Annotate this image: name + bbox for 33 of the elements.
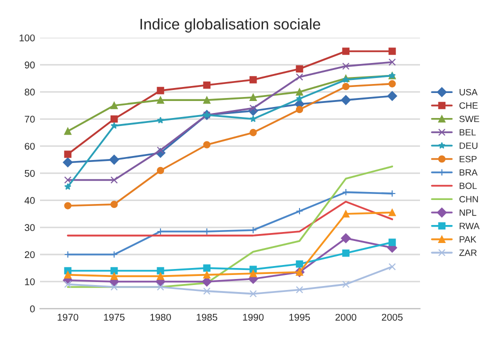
legend-label: BOL [460,182,477,190]
x-tick-label: 2005 [382,314,403,321]
x-tick-label: 2000 [336,314,356,321]
legend-label: ZAR [459,250,477,256]
y-tick-label: 30 [24,224,35,232]
legend-label: DEU [460,142,478,149]
chart-title: Indice globalisation sociale [140,18,320,33]
y-tick-label: 100 [20,34,35,42]
y-tick-label: 40 [24,197,35,204]
y-tick-label: 50 [24,170,35,177]
x-tick-label: 1975 [104,314,125,321]
y-tick-label: 60 [24,142,35,150]
y-tick-label: 90 [24,62,35,68]
x-tick-label: 1995 [289,314,310,321]
legend-label: BRA [460,169,478,176]
x-tick-label: 1980 [150,314,171,321]
legend-label: RWA [460,222,480,230]
legend-label: NPL [460,209,476,216]
y-tick-label: 0 [30,305,35,312]
legend-label: BEL [460,129,476,136]
legend-label: PAK [460,236,476,242]
legend-label: USA [460,88,478,96]
x-tick-label: 1990 [243,314,264,321]
y-tick-label: 10 [25,278,35,286]
legend-label: ESP [460,156,477,162]
y-tick-label: 70 [24,116,35,123]
legend-label: CHE [459,102,478,109]
x-tick-label: 1970 [58,314,78,321]
y-tick-label: 20 [24,251,35,258]
legend-label: CHN [459,196,478,202]
x-tick-label: 1985 [196,314,218,321]
legend-label: SWE [459,116,480,122]
y-tick-label: 80 [24,88,35,96]
